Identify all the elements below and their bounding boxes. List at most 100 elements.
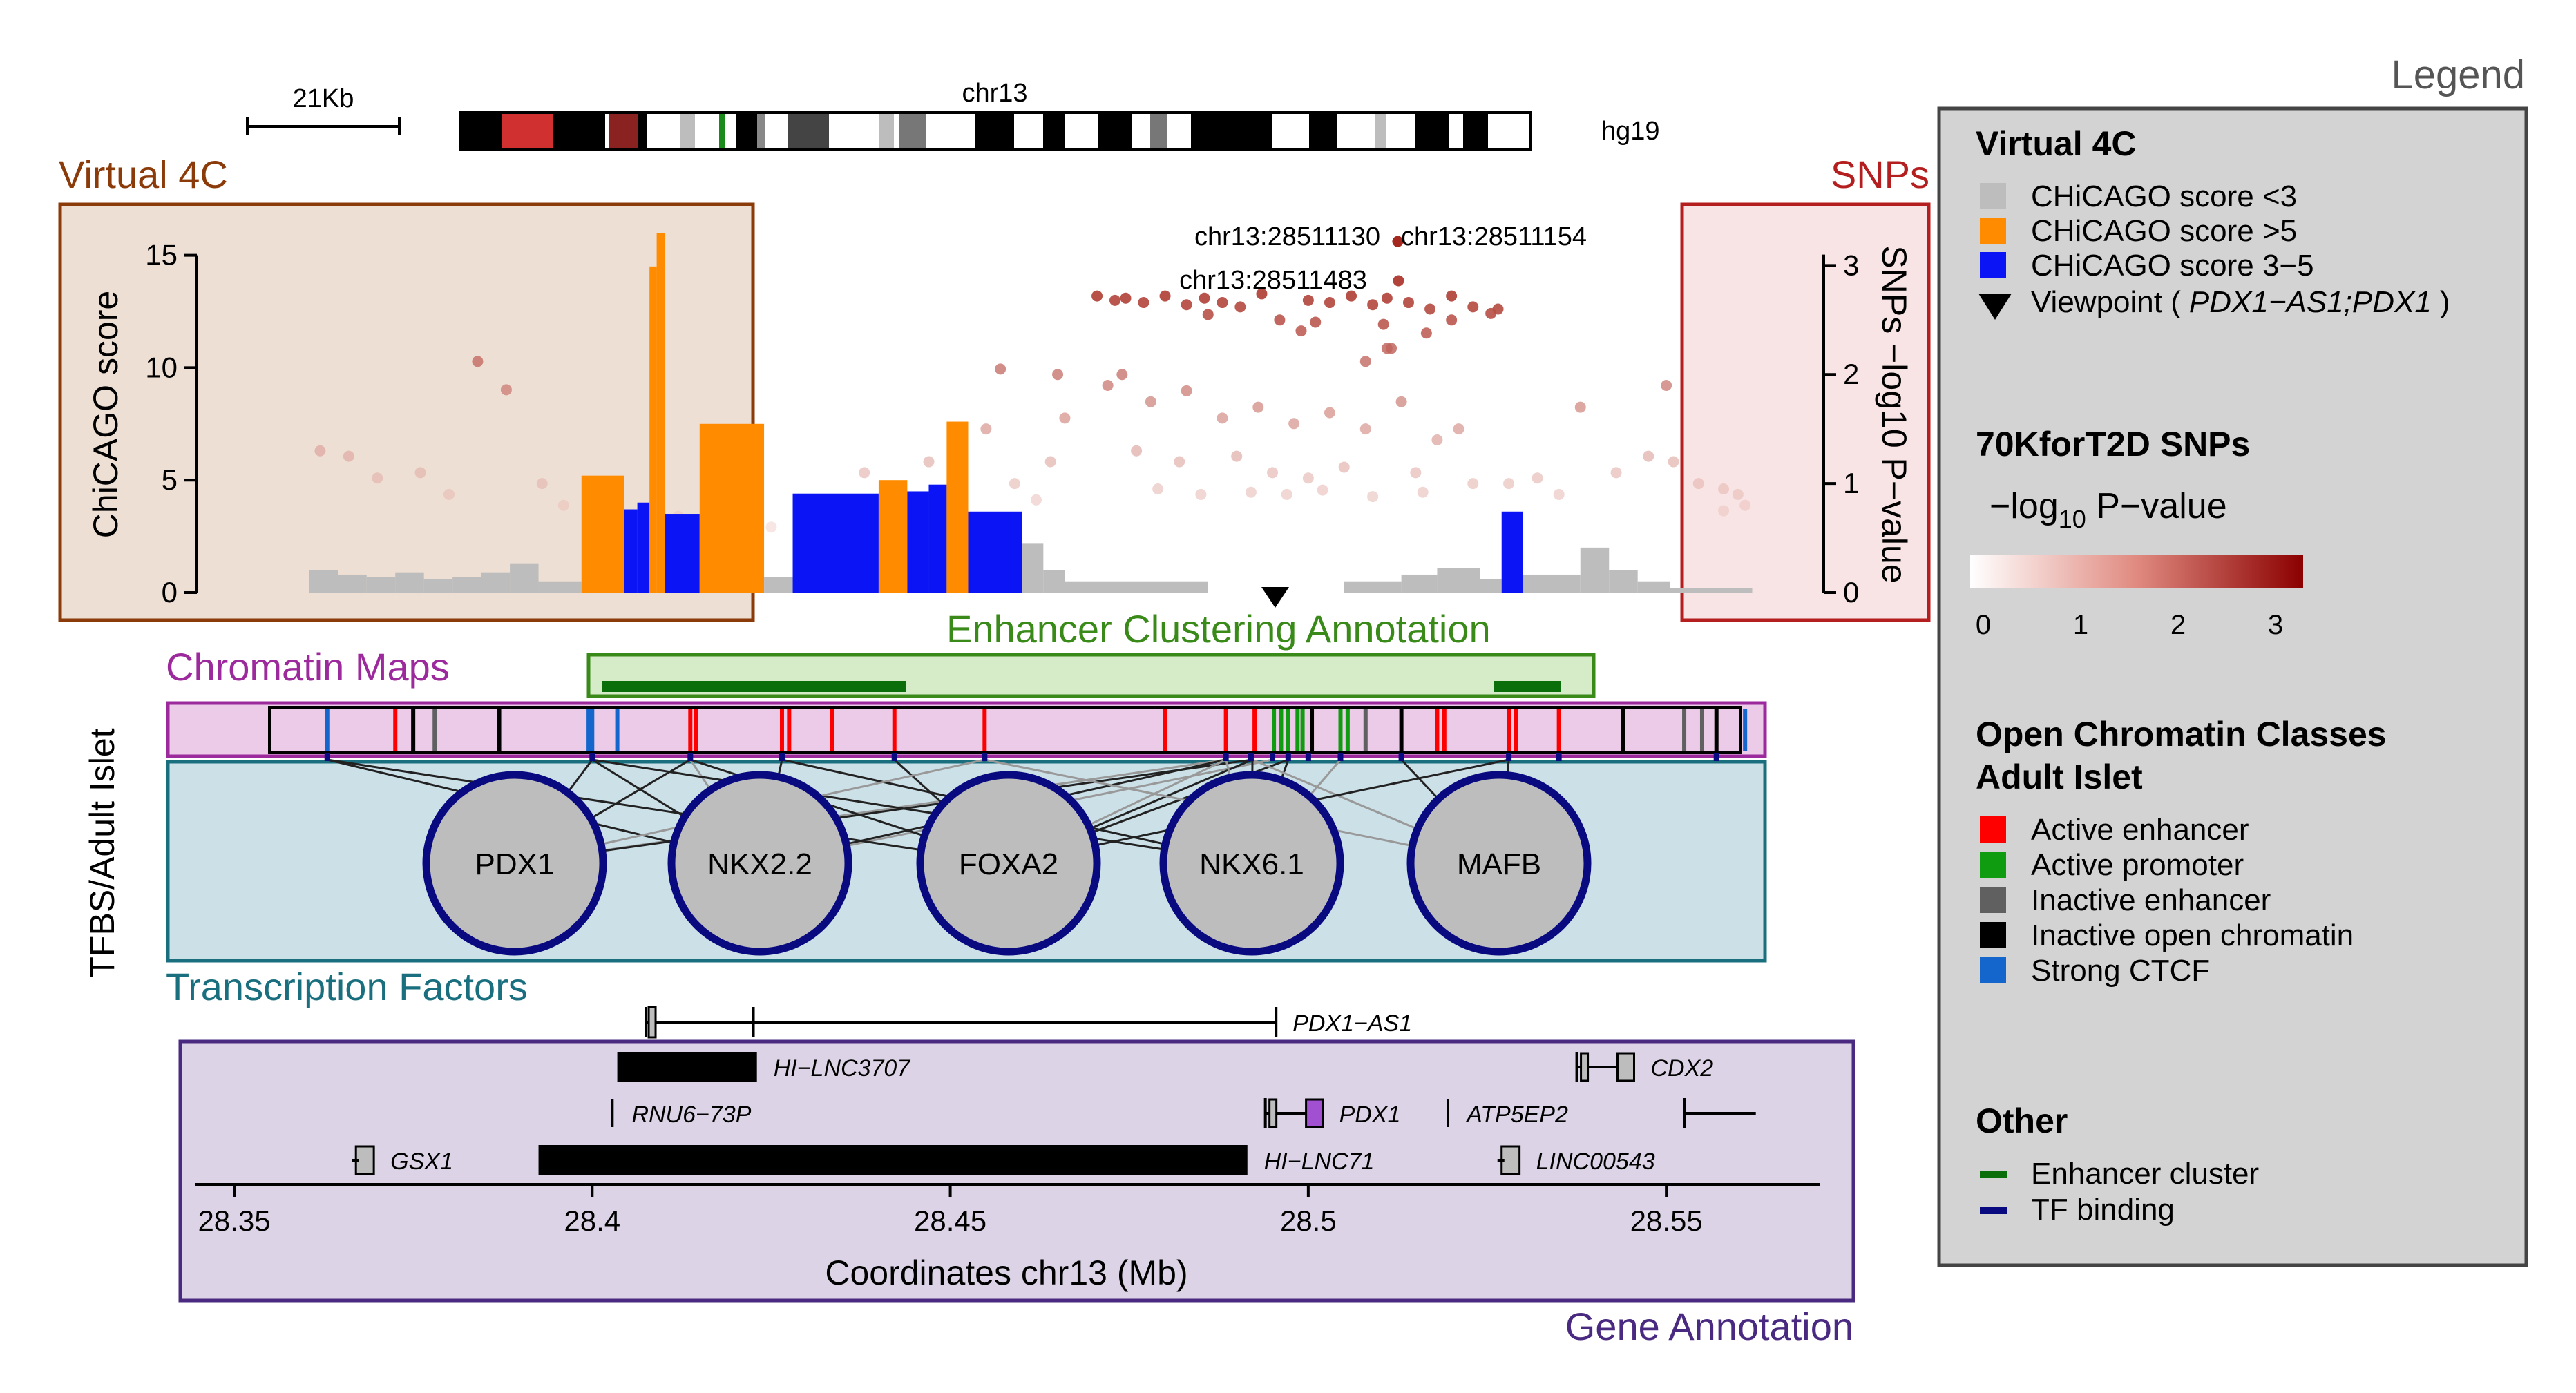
snp-point — [1395, 396, 1407, 407]
snp-point — [1245, 486, 1257, 498]
ideogram-band — [757, 114, 765, 148]
chromatin-mark — [1682, 709, 1687, 751]
chromatin-track — [268, 706, 1742, 754]
chromatin-band-box — [166, 701, 1767, 758]
snp-point — [1492, 303, 1504, 315]
ideogram-band — [1098, 114, 1132, 148]
legend-v4c-label: CHiCAGO score 3−5 — [2031, 249, 2314, 282]
v4c-bar — [928, 484, 947, 593]
legend-v4c-heading: Virtual 4C — [1976, 124, 2137, 163]
gene-label: PDX1−AS1 — [1292, 1010, 1412, 1037]
tf-binding-sites — [324, 753, 1719, 761]
snp-point — [1109, 294, 1120, 306]
snp-point — [1381, 292, 1393, 304]
snp-point — [1367, 299, 1379, 311]
snp-point — [443, 488, 455, 500]
ideogram-band — [1415, 114, 1449, 148]
virtual4c-y-label: ChiCAGO score — [86, 291, 125, 538]
gene-panel: PDX1−AS1 HI−LNC3707 CDX2 RNU6−73P PDX1 ATP5EP… — [178, 1006, 1855, 1348]
tf-binding-tick — [1556, 753, 1562, 761]
legend-other-swatch — [1980, 1207, 2007, 1214]
tf-binding-tick — [982, 753, 988, 761]
snp-point — [1091, 290, 1103, 302]
chromatin-mark — [1338, 709, 1343, 751]
v4c-bar — [1670, 588, 1753, 593]
chromatin-mark — [1286, 709, 1290, 751]
snp-point — [1324, 297, 1335, 309]
legend-oc-label: Active enhancer — [2031, 813, 2249, 847]
tf-title: Transcription Factors — [166, 965, 528, 1008]
chromatin-mark — [586, 709, 591, 751]
snp-point — [1610, 467, 1622, 479]
v4c-bar — [1609, 570, 1638, 593]
legend-oc-swatch — [1980, 957, 2006, 983]
tf-binding-tick — [891, 753, 897, 761]
legend-oc-label: Inactive enhancer — [2031, 883, 2271, 917]
snp-tick-label: 3 — [1843, 249, 1859, 281]
chromatin-mark — [694, 709, 698, 751]
snp-point — [1574, 401, 1586, 413]
legend-viewpoint-triangle — [1978, 294, 2012, 320]
gene-exon — [1580, 1052, 1590, 1082]
snp-point — [859, 467, 870, 479]
gene-label: HI−LNC3707 — [774, 1055, 911, 1082]
chromatin-mark — [830, 709, 834, 751]
v4c-bar — [878, 480, 908, 593]
chromatin-mark — [1399, 709, 1404, 751]
snp-point — [1410, 467, 1422, 479]
x-axis-label: Coordinates chr13 (Mb) — [825, 1253, 1187, 1292]
snp-point — [1718, 505, 1730, 517]
ideogram-band — [1463, 114, 1488, 148]
chromatin-mark — [1699, 709, 1704, 751]
snp-point — [1256, 288, 1268, 300]
v4c-bar — [1501, 511, 1523, 593]
legend-other-label: TF binding — [2031, 1193, 2175, 1227]
v4c-bar — [481, 572, 511, 593]
ideogram-band — [1043, 114, 1065, 148]
chromatin-mark — [1310, 709, 1315, 751]
gene-exon — [1268, 1098, 1278, 1128]
snp-point — [1059, 412, 1071, 424]
snp-point — [557, 499, 569, 511]
snp-label-2: chr13:28511154 — [1401, 222, 1587, 251]
gene-exon — [1305, 1098, 1324, 1128]
ideogram-band — [879, 114, 894, 148]
tf-binding-tick — [1270, 753, 1276, 761]
tf-binding-tick — [687, 753, 694, 761]
snp-point — [1145, 396, 1156, 407]
genome-label: hg19 — [1601, 117, 1660, 146]
legend-snp-gradient — [1970, 555, 2303, 588]
tf-panel: PDX1 NKX2.2 FOXA2 NKX6.1 MAFB Transcription … — [166, 753, 1767, 1008]
legend-gradient-tick: 2 — [2170, 610, 2186, 640]
snp-point — [1009, 478, 1020, 490]
legend-gradient-tick: 3 — [2268, 610, 2283, 640]
chromatin-panel: Chromatin Maps TFBS/Adult Islet — [83, 645, 1767, 978]
tf-binding-tick — [1398, 753, 1404, 761]
snp-point — [1643, 450, 1654, 462]
snp-label-3: chr13:28511483 — [1179, 266, 1367, 295]
chromatin-mark — [411, 709, 416, 751]
snp-point — [500, 384, 512, 396]
x-tick-label: 28.5 — [1280, 1204, 1337, 1237]
legend-gradient-tick: 1 — [2073, 610, 2088, 640]
snp-label-1: chr13:28511130 — [1194, 222, 1380, 251]
snp-tick-label: 1 — [1843, 467, 1859, 499]
legend-oc-label: Strong CTCF — [2031, 954, 2210, 988]
snp-point — [1274, 314, 1286, 326]
virtual4c-bars — [309, 233, 1753, 593]
ideogram-band — [736, 114, 757, 148]
v4c-bar — [792, 493, 879, 593]
chromatin-mark — [1743, 709, 1748, 751]
snp-point — [1102, 380, 1114, 392]
chromatin-mark — [325, 709, 330, 751]
snp-point — [1181, 385, 1192, 396]
snp-point — [1431, 434, 1443, 445]
v4c-bar — [1043, 570, 1065, 593]
tf-node — [1406, 771, 1592, 956]
snp-point — [1668, 456, 1679, 468]
v4c-bar — [338, 574, 367, 593]
snp-point — [1367, 491, 1379, 503]
v4c-bar — [674, 514, 700, 593]
snp-point — [1732, 488, 1744, 500]
